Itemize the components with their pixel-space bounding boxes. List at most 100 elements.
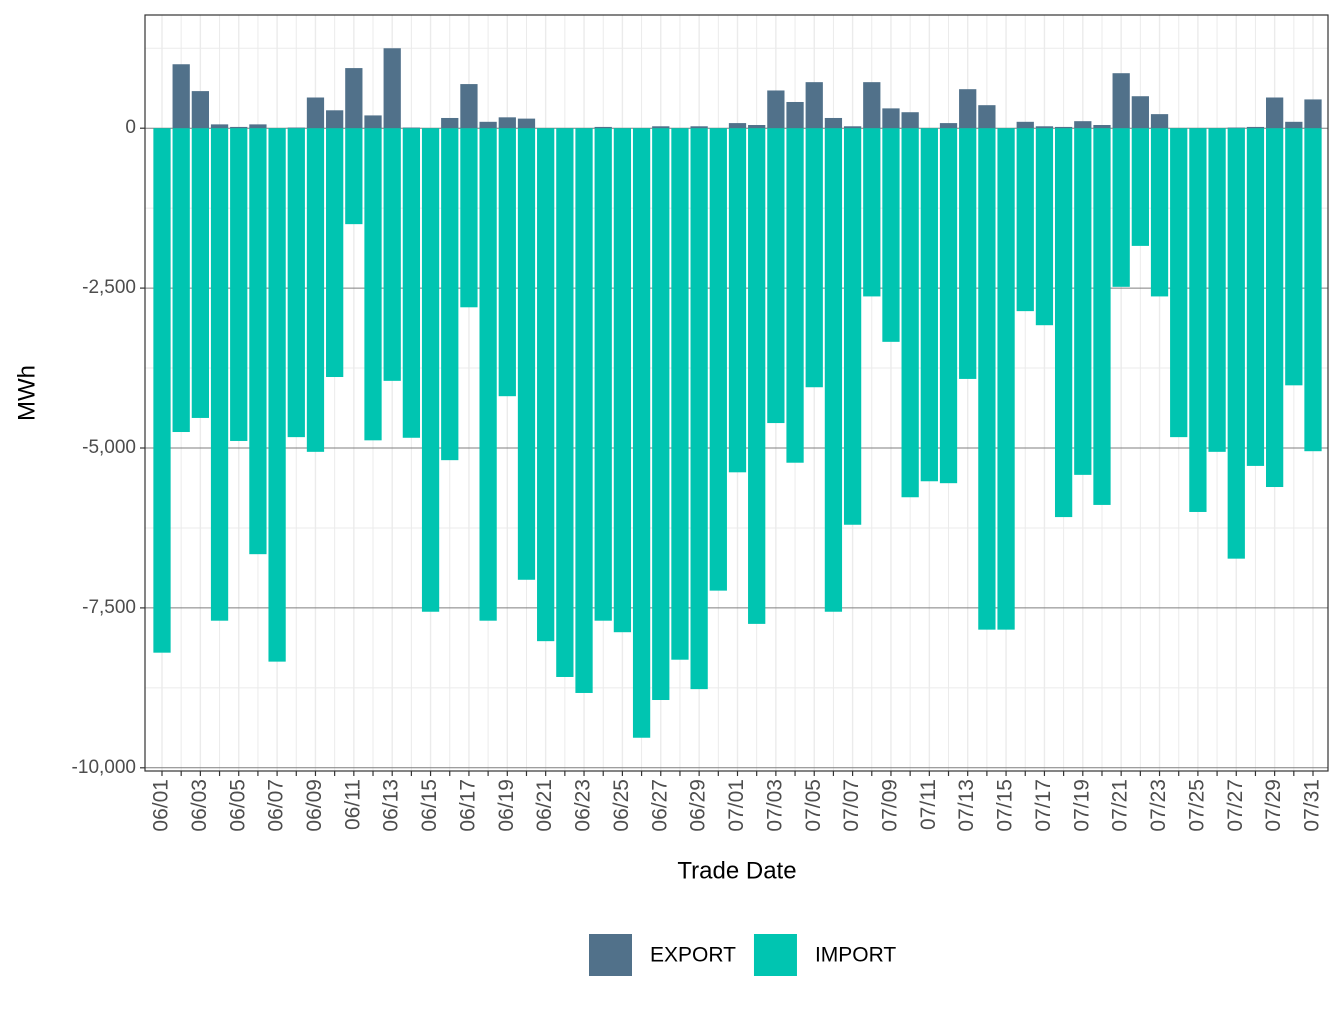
- bar: [1093, 125, 1111, 129]
- bar: [1304, 128, 1322, 452]
- x-tick-label: 07/25: [1185, 779, 1208, 832]
- x-tick-label: 06/07: [265, 779, 288, 832]
- x-tick-label: 06/19: [495, 779, 518, 832]
- x-tick-label: 06/01: [150, 779, 173, 832]
- bar: [1150, 114, 1169, 129]
- bar: [939, 123, 958, 129]
- bar: [1208, 128, 1226, 452]
- x-tick-label: 06/13: [380, 779, 403, 832]
- bars: [153, 48, 1322, 738]
- bar: [1035, 128, 1054, 326]
- bar: [402, 127, 421, 129]
- bar: [1054, 128, 1073, 518]
- x-tick-label: 06/29: [687, 779, 710, 832]
- bar: [1035, 126, 1054, 129]
- bar: [882, 128, 900, 342]
- bar: [575, 128, 593, 693]
- bar: [287, 127, 305, 129]
- bar: [537, 128, 555, 642]
- bar: [460, 128, 478, 308]
- y-tick-label: -7,500: [82, 597, 136, 618]
- bar: [1246, 126, 1265, 129]
- bar: [901, 112, 919, 129]
- bar: [1227, 127, 1245, 129]
- bar: [728, 123, 747, 129]
- bar: [1093, 128, 1111, 505]
- bar: [326, 128, 344, 378]
- bar: [1054, 126, 1073, 129]
- bar: [306, 128, 325, 452]
- bar: [249, 124, 267, 129]
- bar: [959, 89, 977, 129]
- bar: [326, 110, 344, 129]
- bar: [556, 128, 574, 677]
- legend-label: IMPORT: [815, 944, 896, 967]
- x-tick-label: 06/17: [456, 779, 479, 832]
- bar: [939, 128, 958, 484]
- legend-swatch: [753, 934, 797, 976]
- bar: [1112, 128, 1130, 287]
- bar: [1112, 73, 1130, 129]
- x-tick-label: 07/03: [763, 779, 786, 832]
- bar: [364, 128, 382, 441]
- bar: [652, 128, 670, 701]
- y-tick-label: 0: [125, 117, 136, 138]
- bar: [441, 128, 459, 461]
- bar: [728, 128, 747, 473]
- bar: [441, 117, 459, 129]
- bar: [1016, 128, 1034, 312]
- bar: [978, 105, 996, 129]
- y-tick-label: -2,500: [82, 277, 136, 298]
- x-tick-label: 07/27: [1224, 779, 1247, 832]
- legend-label: EXPORT: [650, 944, 736, 967]
- bar: [901, 128, 919, 498]
- bar: [421, 128, 440, 612]
- bar: [920, 128, 938, 482]
- bar: [997, 128, 1015, 630]
- x-tick-label: 06/15: [418, 779, 441, 832]
- axes: -10,000 -7,500 -5,000 -2,500 0 06/01 06/03 06/0…: [72, 117, 1324, 831]
- bar: [191, 128, 209, 418]
- bar: [632, 128, 651, 738]
- x-axis-title: Trade Date: [677, 857, 796, 884]
- bar: [824, 117, 843, 129]
- bar: [786, 101, 804, 129]
- bar: [959, 128, 977, 379]
- bar: [210, 124, 229, 129]
- bar: [479, 121, 497, 129]
- x-tick-label: 07/11: [917, 779, 940, 830]
- bar: [517, 118, 536, 129]
- legend-swatch: [589, 934, 632, 976]
- bar: [594, 128, 612, 621]
- x-tick-label: 07/21: [1109, 779, 1132, 832]
- y-tick-label: -5,000: [82, 437, 136, 458]
- x-tick-label: 07/01: [725, 779, 748, 832]
- bar: [364, 115, 382, 129]
- x-tick-label: 07/07: [840, 779, 863, 832]
- bar: [824, 128, 843, 612]
- bar: [498, 117, 516, 129]
- bar: [230, 128, 248, 441]
- bar: [748, 128, 766, 624]
- bar: [690, 128, 708, 690]
- bar: [1285, 121, 1303, 129]
- bar: [345, 68, 363, 129]
- bar: [1016, 121, 1034, 129]
- bar: [1074, 121, 1092, 129]
- y-tick-label: -10,000: [72, 757, 136, 778]
- bar: [460, 84, 478, 129]
- x-tick-label: 06/03: [188, 779, 211, 832]
- bar: [1246, 128, 1265, 466]
- bar: [690, 126, 708, 129]
- bar: [402, 128, 421, 438]
- x-tick-label: 06/21: [533, 779, 556, 832]
- bar: [383, 128, 401, 381]
- bar: [613, 128, 632, 633]
- bar: [671, 128, 689, 660]
- bar: [1227, 128, 1245, 559]
- bar: [498, 128, 516, 397]
- bar: [594, 126, 612, 129]
- bar: [1131, 96, 1149, 129]
- bar: [287, 128, 305, 438]
- bar: [268, 128, 286, 662]
